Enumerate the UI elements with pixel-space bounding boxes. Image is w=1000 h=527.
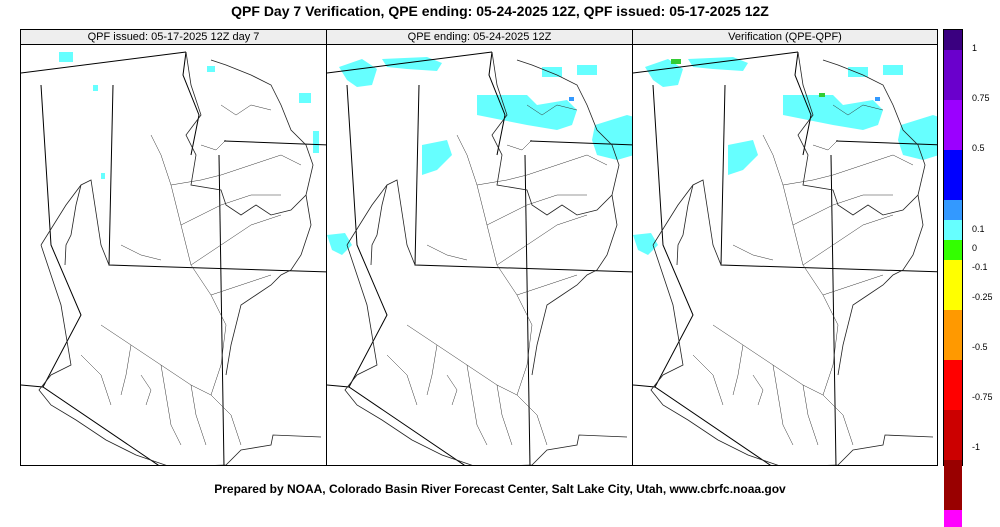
legend-color-block <box>944 100 962 150</box>
legend-color-block <box>944 220 962 240</box>
color-legend <box>943 29 963 527</box>
precip-negative <box>671 59 825 97</box>
basin-outline <box>38 51 322 465</box>
legend-label: 0.1 <box>972 224 985 234</box>
legend-label: -0.75 <box>972 392 993 402</box>
legend-label: -1 <box>972 442 981 452</box>
legend-color-block <box>944 200 962 220</box>
precip-peak <box>569 97 574 101</box>
precip-areas <box>327 57 632 255</box>
precip-areas <box>59 52 319 179</box>
river-network <box>80 104 302 446</box>
basin-outline <box>650 51 934 465</box>
basin-outline <box>344 51 628 465</box>
legend-color-block <box>944 240 962 260</box>
footer-credit: Prepared by NOAA, Colorado Basin River F… <box>214 482 786 496</box>
legend-color-block <box>944 310 962 360</box>
legend-label: -0.5 <box>972 342 988 352</box>
panel-qpf: QPF issued: 05-17-2025 12Z day 7 <box>20 29 327 466</box>
legend-label: 0.5 <box>972 143 985 153</box>
legend-color-block <box>944 150 962 200</box>
panel-header: Verification (QPE-QPF) <box>633 30 937 45</box>
map-title: QPF Day 7 Verification, QPE ending: 05-2… <box>231 3 769 19</box>
legend-color-block <box>944 510 962 527</box>
legend-color-block <box>944 360 962 410</box>
legend-label: -0.25 <box>972 292 993 302</box>
legend-label: -0.1 <box>972 262 988 272</box>
qpf-map <box>21 51 326 465</box>
river-network <box>386 104 608 446</box>
river-network <box>692 104 914 446</box>
verification-map <box>633 51 937 465</box>
legend-label: 0.75 <box>972 93 990 103</box>
state-boundaries <box>633 51 937 465</box>
legend-color-block <box>944 30 962 50</box>
legend-label: 1 <box>972 43 978 53</box>
qpe-map <box>327 51 632 465</box>
legend-color-block <box>944 260 962 310</box>
precip-peak <box>875 97 880 101</box>
legend-color-block <box>944 50 962 100</box>
state-boundaries <box>21 51 326 465</box>
legend-color-block <box>944 410 962 460</box>
legend-label: 0 <box>972 243 978 253</box>
panel-header: QPF issued: 05-17-2025 12Z day 7 <box>21 30 326 45</box>
legend-color-block <box>944 460 962 510</box>
panel-header: QPE ending: 05-24-2025 12Z <box>327 30 632 45</box>
panel-qpe: QPE ending: 05-24-2025 12Z <box>326 29 633 466</box>
precip-areas <box>633 57 937 255</box>
panel-verification: Verification (QPE-QPF) <box>632 29 938 466</box>
